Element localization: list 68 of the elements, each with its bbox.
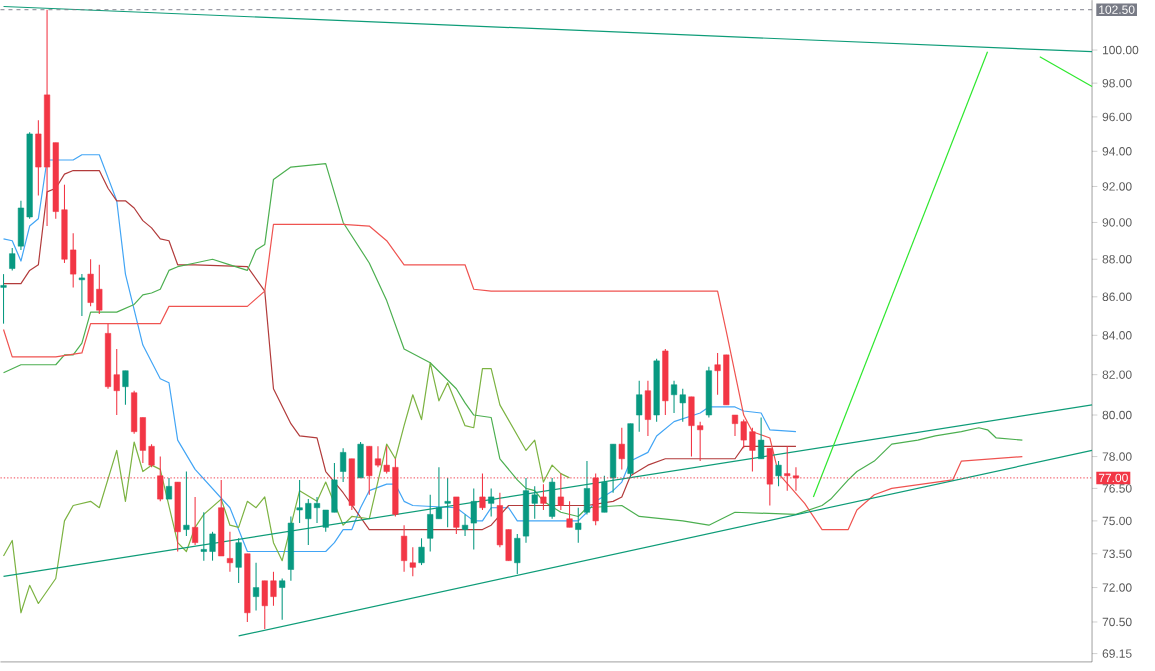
candlestick	[749, 427, 756, 473]
ref-line-label: 102.50	[1099, 5, 1135, 14]
y-tick-label: 69.15	[1102, 649, 1132, 658]
candlestick	[296, 479, 303, 524]
candlestick	[758, 416, 765, 460]
y-tick-label: 92.00	[1102, 182, 1132, 191]
candlestick	[444, 477, 451, 528]
candlestick	[253, 562, 260, 612]
candlestick	[122, 370, 129, 406]
y-tick-label: 72.00	[1102, 583, 1132, 592]
candlestick	[183, 470, 190, 537]
candlestick	[313, 496, 321, 524]
candlestick	[113, 348, 120, 416]
candlestick	[192, 496, 199, 546]
candlestick	[340, 447, 347, 483]
candlestick	[305, 498, 312, 546]
candlestick	[409, 546, 416, 577]
candlestick	[488, 487, 495, 517]
candlestick	[575, 507, 582, 544]
candlestick	[209, 531, 216, 562]
candlestick	[714, 352, 721, 396]
candlestick	[200, 511, 207, 562]
y-tick-label: 88.00	[1102, 254, 1132, 264]
y-tick-label: 80.00	[1102, 410, 1132, 420]
y-tick-label: 82.00	[1102, 370, 1132, 379]
candlestick	[470, 487, 477, 550]
candlestick	[540, 483, 547, 511]
candlestick	[566, 500, 573, 528]
y-tick-label: 75.00	[1102, 516, 1132, 526]
candlestick	[374, 445, 382, 468]
candlestick	[78, 273, 85, 317]
y-tick-label: 70.50	[1102, 617, 1132, 627]
y-tick-label: 94.00	[1102, 147, 1132, 156]
candlestick	[322, 509, 329, 533]
line-series	[2, 162, 1023, 526]
y-tick-label: 76.50	[1102, 484, 1132, 493]
y-tick-label: 98.00	[1102, 78, 1132, 88]
candlestick	[461, 513, 469, 537]
line-series	[2, 362, 571, 614]
candlestick	[740, 419, 747, 449]
candlestick	[148, 443, 155, 468]
y-tick-label: 100.00	[1102, 45, 1139, 55]
y-tick-label: 90.00	[1102, 218, 1132, 227]
candlestick	[226, 531, 233, 573]
y-tick-label: 84.00	[1102, 331, 1132, 340]
candlestick	[583, 460, 591, 515]
y-tick-label: 78.00	[1102, 452, 1132, 461]
candlestick	[618, 427, 625, 470]
candlestick	[775, 460, 782, 487]
candlestick	[96, 264, 103, 315]
candlestick	[383, 445, 390, 475]
candlestick	[670, 380, 678, 414]
candlestick	[9, 247, 16, 271]
candlestick	[418, 537, 425, 566]
candlestick	[165, 477, 173, 500]
candlestick	[270, 571, 277, 607]
y-tick-label: 86.00	[1102, 292, 1132, 302]
candlestick	[279, 577, 286, 621]
candlestick	[636, 380, 643, 433]
ref-line-label: 77.00	[1098, 473, 1128, 483]
candlestick	[731, 414, 739, 437]
candlestick	[679, 388, 686, 423]
candlestick	[531, 485, 538, 520]
y-tick-label: 96.00	[1102, 112, 1132, 122]
line-series	[2, 223, 1023, 531]
y-tick-label: 73.50	[1102, 549, 1132, 559]
candlestick	[697, 421, 704, 462]
candlestick	[0, 273, 7, 325]
